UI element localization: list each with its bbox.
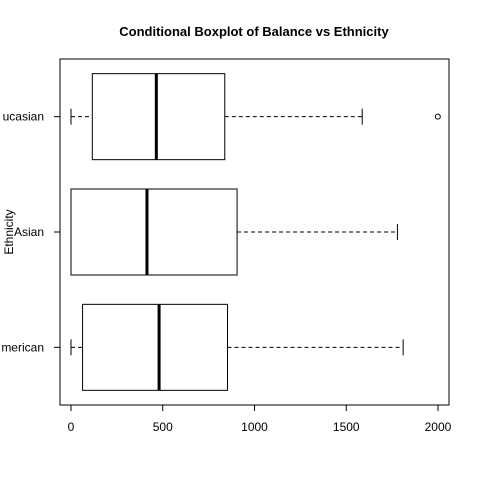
outlier-caucasian-0 [434, 113, 441, 120]
y-tick-label-african-american: merican [1, 340, 44, 354]
y-tick-label-caucasian: ucasian [3, 110, 44, 124]
y-axis-label: Ethnicity [2, 209, 16, 254]
x-tick-label-500: 500 [153, 420, 173, 434]
x-tick-label-0: 0 [68, 420, 75, 434]
x-tick-label-1000: 1000 [241, 420, 268, 434]
boxes-group [70, 73, 441, 391]
y-axis: merican Asian ucasian [1, 110, 61, 354]
x-tick-label-1500: 1500 [333, 420, 360, 434]
box-african-american [82, 303, 229, 391]
x-tick-label-2000: 2000 [425, 420, 452, 434]
box-caucasian [91, 73, 226, 161]
x-axis: 0 500 1000 1500 2000 [68, 404, 452, 434]
y-tick-label-asian: Asian [14, 225, 44, 239]
chart-title: Conditional Boxplot of Balance vs Ethnic… [119, 24, 389, 39]
box-asian [70, 188, 238, 276]
